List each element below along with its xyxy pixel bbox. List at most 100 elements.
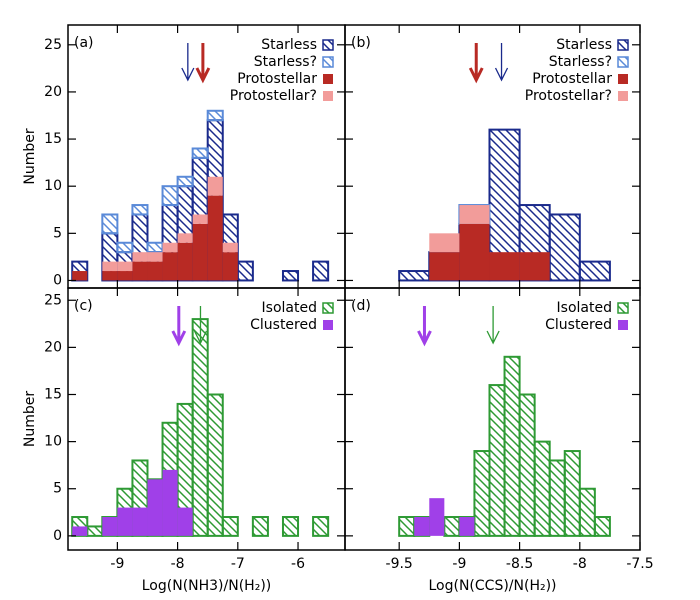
histogram-bar (147, 252, 163, 262)
legend-label: Protostellar (532, 71, 612, 87)
histogram-bar (72, 526, 88, 536)
histogram-bar (206, 393, 224, 537)
histogram-bar (132, 252, 148, 262)
histogram-bar (281, 516, 300, 537)
y-tick-label: 25 (44, 292, 62, 308)
legend-swatch (322, 56, 334, 68)
y-tick-label: 0 (53, 528, 62, 544)
histogram-bar (459, 517, 475, 536)
histogram-bar (459, 223, 490, 281)
histogram-bar (177, 242, 193, 281)
histogram-bar (429, 498, 445, 536)
legend-label: Clustered (250, 317, 317, 333)
histogram-bar (429, 233, 460, 253)
legend-swatch (618, 91, 628, 101)
x-tick-label: -7.5 (626, 556, 653, 572)
histogram-bar (86, 525, 104, 537)
y-tick-label: 20 (44, 84, 62, 100)
legend-label: Starless? (549, 54, 612, 70)
legend-label: Protostellar (237, 71, 317, 87)
histogram-bar (101, 213, 119, 235)
x-tick-label: -6 (291, 556, 305, 572)
histogram-bar (116, 241, 134, 254)
histogram-bar (429, 252, 460, 281)
legend-label: Protostellar? (525, 88, 612, 104)
histogram-bar (207, 176, 223, 196)
histogram-bar (102, 271, 118, 281)
histogram-bar (519, 252, 550, 281)
arrow (494, 43, 509, 82)
histogram-bar (162, 252, 178, 281)
x-tick-label: -7 (231, 556, 245, 572)
arrow (181, 43, 195, 82)
x-tick-label: -8 (171, 556, 185, 572)
panel-label: (c) (74, 298, 93, 314)
legend-swatch (617, 302, 629, 314)
histogram-bar (312, 260, 330, 282)
histogram-bar (222, 242, 238, 253)
legend-swatch (323, 320, 333, 330)
histogram-bar (206, 109, 224, 122)
histogram-bar (548, 213, 581, 282)
panel-label: (a) (74, 35, 94, 51)
y-tick-label: 0 (53, 272, 62, 288)
histogram-bar (117, 261, 133, 272)
legend-swatch (618, 320, 628, 330)
legend-swatch (323, 91, 333, 101)
panel-frame (344, 287, 641, 551)
x-axis-label: Log(N(NH3)/N(H₂)) (142, 578, 272, 594)
histogram-bar (132, 507, 148, 536)
histogram-bar (207, 195, 223, 281)
histogram-bar (533, 440, 551, 537)
y-axis-label: Number (22, 128, 38, 184)
histogram-bar (132, 261, 148, 281)
histogram-bar (518, 393, 536, 537)
x-tick-label: -9 (452, 556, 466, 572)
legend-label: Protostellar? (230, 88, 317, 104)
y-tick-label: 15 (44, 131, 62, 147)
arrow (417, 306, 432, 347)
legend-label: Isolated (262, 300, 317, 316)
arrow (171, 306, 187, 347)
histogram-bar (117, 507, 133, 536)
panel-label: (b) (351, 35, 371, 51)
histogram-bar (578, 487, 596, 537)
histogram-bar (489, 252, 520, 281)
histogram-bar (162, 469, 178, 536)
histogram-bar (161, 185, 179, 207)
histogram-bar (473, 450, 491, 537)
panel-label: (d) (351, 298, 371, 314)
histogram-bar (192, 214, 208, 224)
legend-label: Clustered (545, 317, 612, 333)
arrow (468, 43, 484, 84)
histogram-bar (102, 261, 118, 272)
histogram-bar (563, 450, 581, 537)
legend-label: Starless (261, 37, 317, 53)
histogram-bar (222, 252, 238, 281)
histogram-bar (102, 517, 118, 536)
arrow (486, 306, 500, 345)
histogram-bar (162, 242, 178, 253)
histogram-bar (147, 261, 163, 281)
arrow (195, 43, 211, 84)
histogram-bar (72, 271, 88, 281)
legend-label: Starless (556, 37, 612, 53)
legend-swatch (322, 39, 334, 51)
legend-swatch (617, 56, 629, 68)
legend-label: Isolated (557, 300, 612, 316)
x-axis-label: Log(N(CCS)/N(H₂)) (428, 578, 556, 594)
y-tick-label: 20 (44, 339, 62, 355)
histogram-bar (459, 205, 490, 224)
x-tick-label: -9.5 (386, 556, 413, 572)
histogram-bar (281, 270, 300, 282)
histogram-bar (236, 260, 254, 282)
histogram-bar (488, 384, 506, 537)
histogram-bar (503, 355, 521, 537)
histogram-bar (398, 270, 431, 282)
histogram-bar (177, 507, 193, 536)
histogram-bar (191, 318, 209, 537)
y-tick-label: 15 (44, 386, 62, 402)
histogram-bar (176, 175, 194, 188)
histogram-bar (131, 204, 149, 216)
